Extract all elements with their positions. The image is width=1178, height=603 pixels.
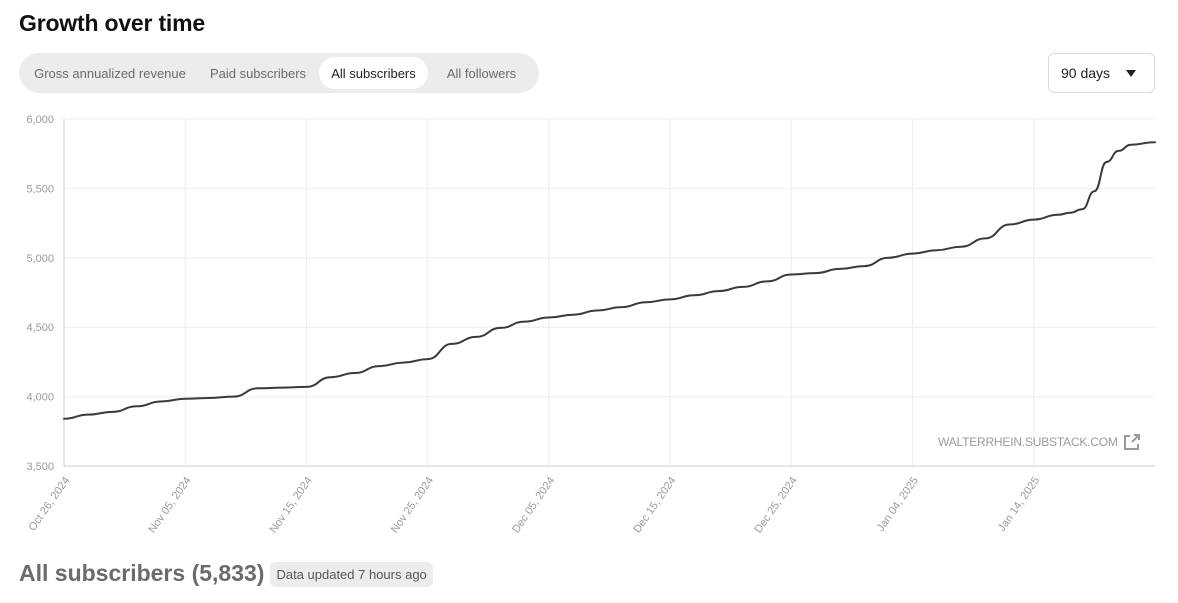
data-updated-badge: Data updated 7 hours ago — [270, 562, 433, 587]
chart-gridlines — [64, 118, 1155, 466]
y-tick-label: 3,500 — [26, 461, 54, 473]
x-tick-label: Jan 14, 2025 — [996, 475, 1042, 534]
series-line — [63, 141, 1156, 420]
y-axis-ticks: 3,500 4,000 4,500 5,000 5,500 6,000 — [26, 114, 54, 473]
y-tick-label: 4,500 — [26, 322, 54, 334]
growth-chart: 3,500 4,000 4,500 5,000 5,500 6,000 Oct 26, 2… — [26, 114, 1156, 535]
summary-footer: All subscribers (5,833) Data updated 7 h… — [19, 560, 433, 587]
x-tick-label: Dec 25, 2024 — [752, 475, 799, 535]
time-range-select[interactable]: 90 days — [1048, 53, 1155, 93]
summary-title: All subscribers (5,833) — [19, 560, 265, 586]
chart-axes — [63, 119, 1155, 467]
external-link-icon — [1122, 432, 1142, 452]
metric-tab-bar: Gross annualized revenue Paid subscriber… — [19, 53, 539, 93]
y-tick-label: 5,000 — [26, 253, 54, 265]
y-tick-label: 4,000 — [26, 392, 54, 404]
watermark-text: WALTERRHEIN.SUBSTACK.COM — [938, 435, 1118, 449]
x-tick-label: Nov 15, 2024 — [268, 475, 315, 535]
y-tick-label: 5,500 — [26, 183, 54, 195]
time-range-value: 90 days — [1061, 65, 1111, 81]
watermark-link[interactable]: WALTERRHEIN.SUBSTACK.COM — [938, 432, 1142, 452]
tab-all-subscribers[interactable]: All subscribers — [319, 57, 428, 89]
x-tick-label: Dec 05, 2024 — [510, 475, 557, 535]
tab-paid-subscribers[interactable]: Paid subscribers — [209, 65, 307, 81]
x-tick-label: Jan 04, 2025 — [875, 475, 921, 534]
x-axis-ticks: Oct 26, 2024 Nov 05, 2024 Nov 15, 2024 Nov … — [26, 475, 1042, 535]
page-title: Growth over time — [19, 10, 205, 36]
chart-series — [63, 141, 1156, 420]
x-tick-label: Oct 26, 2024 — [26, 475, 72, 533]
x-tick-label: Dec 15, 2024 — [631, 475, 678, 535]
y-tick-label: 6,000 — [26, 114, 54, 126]
tab-all-followers[interactable]: All followers — [446, 65, 517, 81]
caret-down-icon — [1126, 70, 1136, 77]
x-tick-label: Nov 05, 2024 — [146, 475, 193, 535]
tab-gross-annualized-revenue[interactable]: Gross annualized revenue — [34, 65, 186, 81]
x-tick-label: Nov 25, 2024 — [389, 475, 436, 535]
